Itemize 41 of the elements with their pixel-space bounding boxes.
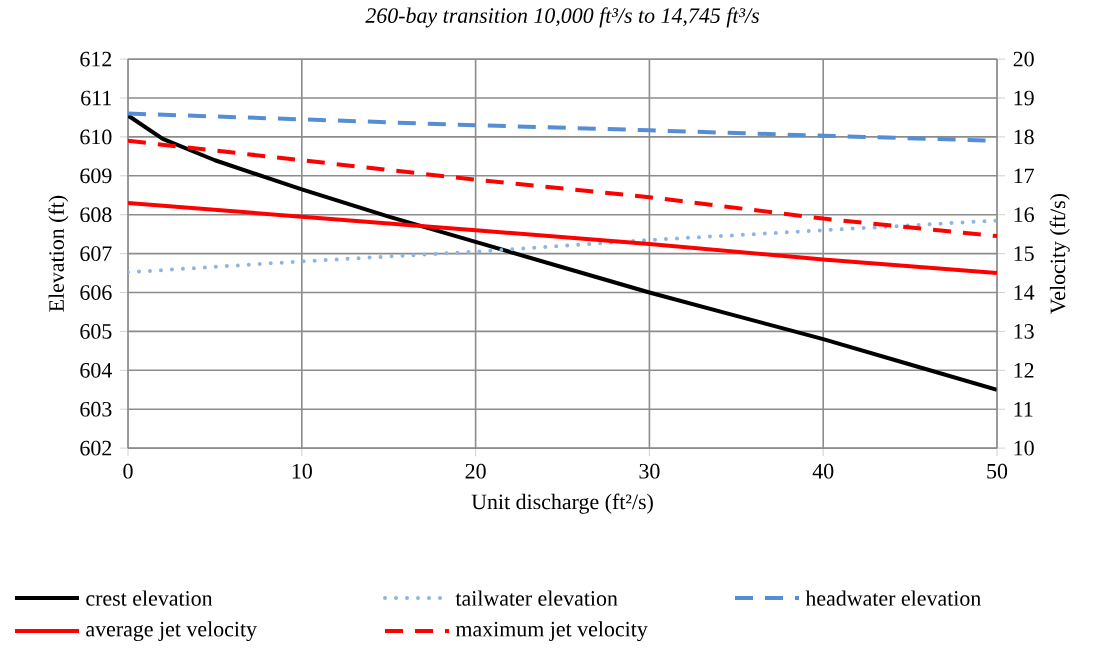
y2-tick-label: 19 [1014,90,1034,106]
y2-tick-label: 15 [1014,246,1034,261]
x-tick-label: 20 [465,463,486,479]
y-tick-label: 609 [80,168,112,184]
x-tick-label: 0 [123,463,133,479]
y-tick-label: 608 [80,207,112,223]
y2-tick-label: 10 [1014,440,1034,456]
legend-label: headwater elevation [805,590,981,606]
y-tick-label: 607 [80,246,112,261]
x-tick-label: 40 [812,463,834,479]
y2-tick-label: 20 [1013,51,1034,67]
x-tick-label: 30 [639,463,660,479]
y2-tick-label: 18 [1014,129,1034,145]
y-tick-label: 603 [80,401,112,417]
y2-tick-label: 11 [1014,401,1033,417]
y2-tick-label: 13 [1014,324,1034,339]
line-series [128,113,997,392]
x-tick-label: 10 [292,463,312,479]
x-axis-title: Unit discharge (ft²/s) [471,493,653,514]
y-tick-label: 612 [80,51,112,67]
legend-label: crest elevation [86,590,213,606]
chart-title: 260-bay transition 10,000 ft³/s to 14,745 ft³/s [365,7,760,28]
legend-label: average jet velocity [86,621,257,642]
y-axis-title: Elevation (ft) [48,195,69,312]
legend-label: maximum jet velocity [455,621,648,642]
y2-tick-label: 12 [1014,363,1034,378]
y-tick-label: 604 [80,362,112,378]
y2-tick-label: 17 [1014,168,1034,183]
line-series [128,138,997,239]
y-tick-label: 611 [81,90,111,106]
y2-tick-label: 16 [1014,207,1034,223]
y2-axis-title: Velocity (ft/s) [1049,193,1070,314]
line-series [128,201,997,276]
y2-tick-label: 14 [1014,285,1035,300]
y-tick-label: 610 [80,129,112,145]
y-tick-label: 606 [80,285,112,300]
y-tick-label: 602 [80,440,112,456]
legend-label: tailwater elevation [455,590,618,606]
line-series [128,218,997,275]
y-tick-label: 605 [80,323,112,339]
x-tick-label: 50 [987,463,1008,479]
